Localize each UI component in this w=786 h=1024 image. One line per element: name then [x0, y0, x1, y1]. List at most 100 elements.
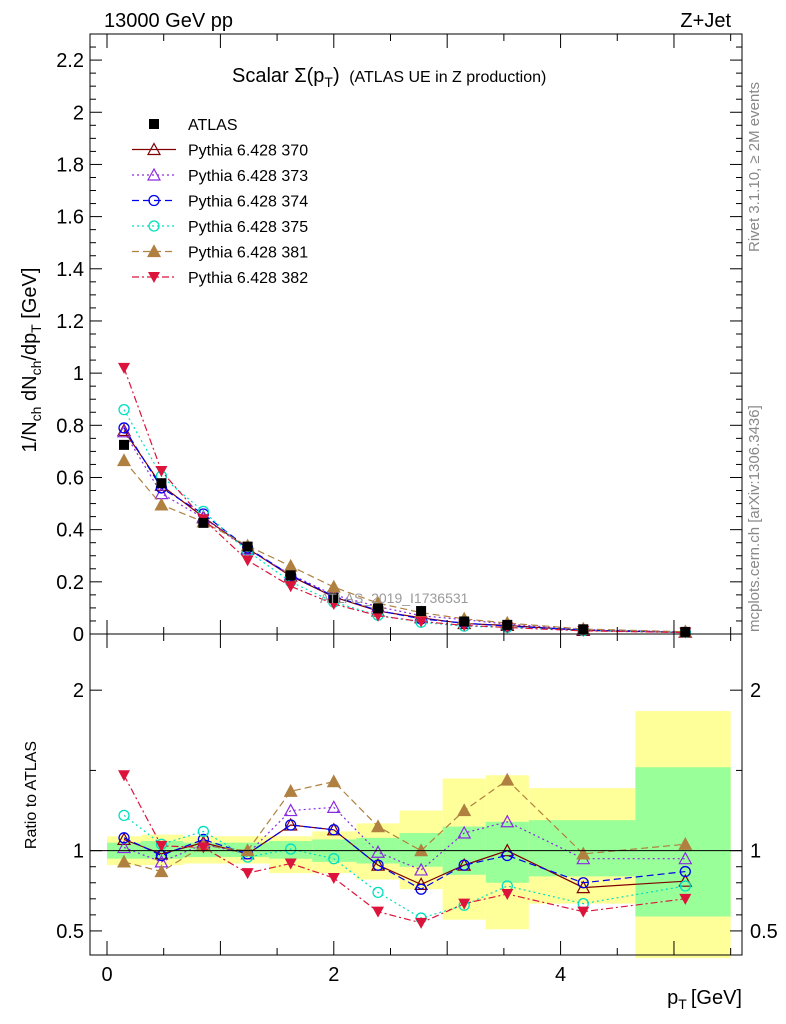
legend-marker — [148, 194, 160, 207]
legend-marker-atlas — [149, 119, 159, 129]
main-y-tick-label: 0.8 — [56, 415, 84, 437]
legend-label-atlas: ATLAS — [188, 117, 238, 134]
ratio-data-point — [458, 898, 471, 910]
ratio-y-tick-label-right: 2 — [750, 680, 761, 702]
ratio-data-point — [679, 880, 691, 892]
ratio-data-point — [414, 862, 429, 876]
main-data-point — [118, 362, 131, 374]
main-y-tick-label: 2 — [73, 102, 84, 124]
ratio-data-point — [679, 893, 692, 905]
main-y-tick-label: 1 — [73, 363, 84, 385]
main-series-line — [123, 427, 686, 633]
ratio-data-point — [117, 840, 132, 854]
ratio-data-point — [577, 877, 589, 889]
main-series-line — [123, 431, 686, 633]
legend-label: Pythia 6.428 381 — [188, 245, 308, 262]
legend-marker — [146, 167, 162, 181]
main-y-tick-label: 1.2 — [56, 311, 84, 333]
ratio-y-tick-label-right: 1 — [750, 841, 761, 863]
ratio-series-line — [123, 824, 686, 890]
ratio-series-line — [123, 774, 686, 924]
legend-marker — [148, 220, 160, 232]
main-y-tick-label: 0 — [73, 624, 84, 646]
atlas-data-point — [416, 606, 427, 617]
ratio-data-point — [154, 864, 169, 878]
ratio-data-point — [372, 886, 384, 899]
legend-label: Pythia 6.428 370 — [188, 143, 308, 160]
ratio-data-point — [328, 853, 340, 865]
atlas-data-point — [459, 616, 470, 627]
stat-band-bin — [269, 841, 313, 859]
legend-label: Pythia 6.428 382 — [188, 270, 308, 287]
ratio-data-point — [501, 889, 514, 901]
main-data-point — [117, 423, 132, 437]
atlas-data-point — [285, 570, 296, 581]
ratio-data-point — [372, 906, 385, 918]
stat-band-bin — [485, 821, 529, 883]
ratio-data-point — [283, 784, 298, 797]
rivet-version-label: Rivet 3.1.10, ≥ 2M events — [746, 82, 763, 252]
ratio-y-tick-label-right: 0.5 — [750, 921, 778, 943]
main-data-point — [118, 422, 130, 434]
ratio-data-point — [285, 843, 297, 855]
atlas-data-point — [373, 603, 384, 614]
main-data-point — [372, 610, 385, 622]
main-data-point — [326, 579, 341, 593]
main-y-tick-label: 1.6 — [56, 207, 84, 229]
ratio-data-point — [577, 906, 590, 918]
plot-title: Scalar Σ(pT) (ATLAS UE in Z production) — [232, 65, 546, 90]
atlas-data-point — [328, 593, 339, 603]
ratio-data-point — [326, 800, 341, 813]
mcplots-reference-label: mcplots.cern.ch [arXiv:1306.3436] — [746, 405, 763, 632]
ratio-bands-layer — [107, 711, 731, 959]
collision-energy-label: 13000 GeV pp — [104, 10, 233, 32]
main-data-point — [117, 453, 132, 467]
legend-label: Pythia 6.428 374 — [188, 194, 308, 211]
stat-band-bin — [528, 820, 636, 877]
legend-marker — [146, 244, 162, 258]
x-tick-label: 0 — [101, 964, 112, 986]
ratio-y-tick-label: 2 — [73, 680, 84, 702]
x-tick-label: 2 — [328, 964, 339, 986]
ratio-data-point — [154, 846, 169, 860]
process-label: Z+Jet — [680, 10, 731, 32]
main-series-line — [123, 460, 686, 633]
ratio-data-point — [326, 774, 341, 788]
ratio-data-point — [415, 883, 427, 895]
ratio-data-point — [457, 825, 472, 839]
ratio-data-point — [678, 873, 693, 887]
ratio-y-axis-label: Ratio to ATLAS — [23, 741, 40, 849]
main-data-point — [283, 558, 298, 572]
atlas-data-point — [198, 517, 209, 528]
ratio-data-point — [371, 845, 386, 858]
ratio-data-point — [372, 859, 384, 871]
ratio-data-point — [283, 803, 298, 817]
ratio-data-point — [118, 809, 130, 822]
ratio-data-point — [118, 770, 131, 782]
ratio-y-tick-label: 0.5 — [56, 921, 84, 943]
main-data-point — [154, 497, 169, 511]
ratio-data-point — [458, 859, 470, 871]
ratio-data-point — [197, 825, 210, 838]
legend-label: Pythia 6.428 375 — [188, 219, 308, 236]
main-y-axis-label: 1/Nch dNch/dpT [GeV] — [19, 268, 44, 453]
ratio-data-point — [415, 917, 428, 929]
axes-layer: 0 0.2 0.4 0.6 0.8 1 1.2 1.4 1.6 1.8 2 2.2 0.5 0.5 1 1 2 2… — [56, 33, 778, 986]
ratio-data-point — [327, 872, 340, 884]
atlas-points-layer — [119, 439, 691, 637]
atlas-data-point — [119, 439, 130, 450]
legend-marker — [148, 272, 160, 283]
main-data-point — [284, 581, 297, 593]
atlas-data-point — [680, 626, 691, 637]
ratio-series-line — [123, 814, 686, 919]
main-data-point — [155, 465, 168, 477]
main-data-point — [241, 555, 254, 567]
main-data-point — [118, 404, 130, 416]
ratio-data-point — [679, 865, 691, 878]
ratio-data-point — [284, 858, 297, 870]
ratio-data-point — [241, 868, 254, 880]
main-series-line — [123, 430, 686, 633]
ratio-data-point — [457, 803, 472, 817]
ratio-data-point — [117, 854, 132, 868]
